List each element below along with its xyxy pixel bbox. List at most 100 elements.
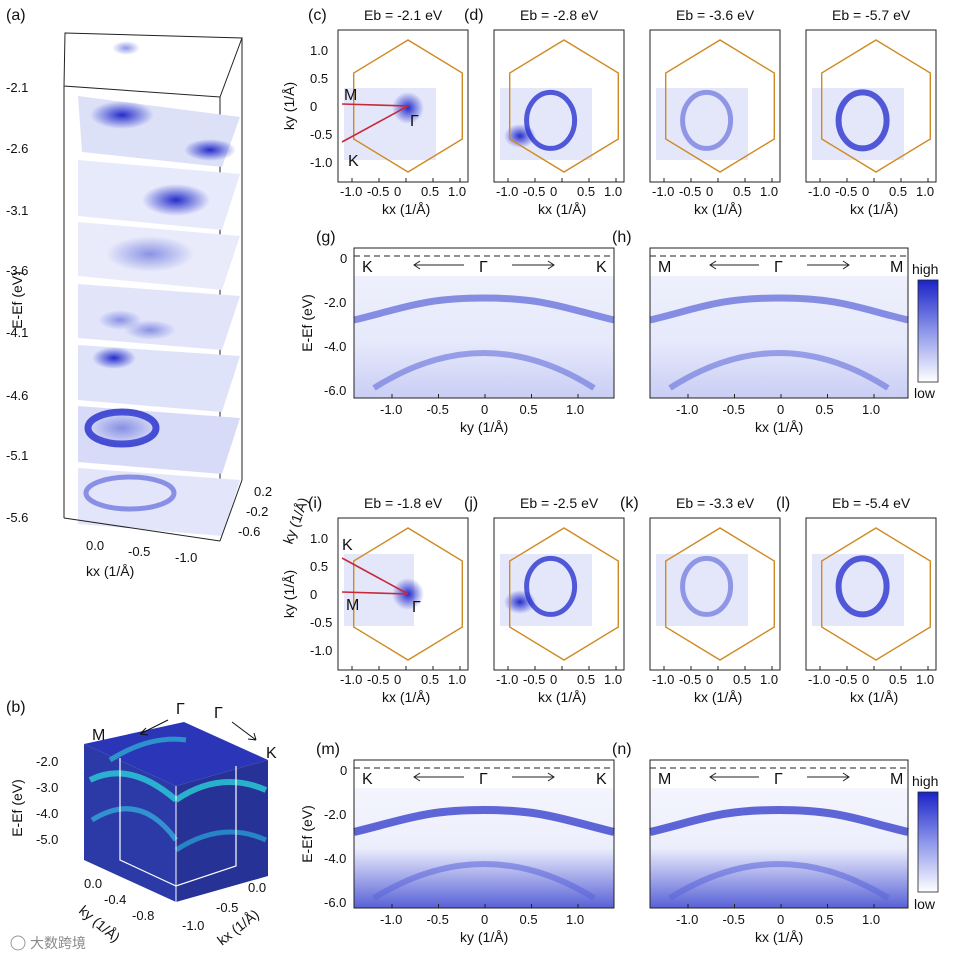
arrow-left-icon xyxy=(709,260,759,270)
text-label: ky (1/Å) xyxy=(460,929,508,945)
text-label: M xyxy=(658,259,671,276)
fermi-ring xyxy=(680,89,734,151)
box-bottom-front xyxy=(63,517,221,542)
slice-3.1 xyxy=(78,160,240,230)
panel-frame xyxy=(649,759,909,909)
text-label: -0.5 xyxy=(310,127,332,142)
text-label: ky (1/Å) xyxy=(281,82,297,130)
ky-tick: -0.2 xyxy=(246,504,268,519)
colorbar-high: high xyxy=(912,261,938,277)
colorbar-bottom: high low xyxy=(912,773,938,912)
constant-energy-map: Eb = -5.4 eV (l) -1.0 -0.5 0 0.5 1.0 kx (1/Å) xyxy=(776,495,937,705)
text-label: 1.0 xyxy=(448,184,466,199)
brillouin-zone-hexagon xyxy=(353,39,463,173)
text-label: 0.5 xyxy=(816,912,834,927)
brillouin-zone-hexagon xyxy=(821,39,931,173)
energy-tick: -2.1 xyxy=(6,80,28,95)
text-label: kx (1/Å) xyxy=(382,689,430,705)
text-label: 1.0 xyxy=(862,402,880,417)
text-label: kx (1/Å) xyxy=(382,201,430,217)
text-label: 0.5 xyxy=(889,184,907,199)
energy-tick: -5.0 xyxy=(36,832,58,847)
colorbar-gradient xyxy=(917,279,939,383)
text-label: 1.0 xyxy=(566,912,584,927)
text-label: -0.5 xyxy=(427,402,449,417)
text-label: -1.0 xyxy=(310,643,332,658)
text-label: kx (1/Å) xyxy=(694,201,742,217)
constant-energy-map: K M Γ Eb = -1.8 eV (i) -1.0 -0.5 0 0.5 1.0 kx (1/Å… xyxy=(281,495,469,705)
cube-top xyxy=(84,722,268,786)
arrow-left-icon xyxy=(709,772,759,782)
text-label: E-Ef (eV) xyxy=(299,805,315,863)
brillouin-zone-hexagon xyxy=(353,527,463,661)
text-label: 1.0 xyxy=(862,912,880,927)
text-label: -1.0 xyxy=(496,672,518,687)
arrow-left-icon xyxy=(413,772,464,782)
energy-tick: -4.1 xyxy=(6,325,28,340)
text-label: 0 xyxy=(310,99,317,114)
colorbar-gradient xyxy=(917,791,939,893)
slice-5.1 xyxy=(78,406,240,474)
colorbar-top: high low xyxy=(912,261,938,401)
ky-tick: -0.4 xyxy=(104,892,126,907)
text-label: 0 xyxy=(706,184,713,199)
arrow-right-icon xyxy=(807,260,850,270)
text-label: K xyxy=(362,771,373,788)
gamma-spot xyxy=(392,92,424,124)
energy-tick: -2.6 xyxy=(6,141,28,156)
text-label: M xyxy=(346,597,359,614)
text-label: -0.5 xyxy=(310,615,332,630)
text-label: 1.0 xyxy=(760,184,778,199)
text-label: (l) xyxy=(776,495,790,512)
text-label: 1.0 xyxy=(310,531,328,546)
text-label: -1.0 xyxy=(380,402,402,417)
watermark-logo-icon xyxy=(10,935,26,951)
dispersion-panel-m: K Γ K -1.0 -0.5 0 0.5 1.0 ky (1/Å) 0 -2.0 -4.0 -6.0 E… xyxy=(299,741,615,945)
text-label: Γ xyxy=(410,113,419,130)
text-label: M xyxy=(344,87,357,104)
lower-band xyxy=(372,350,596,391)
fermi-ring xyxy=(680,555,734,617)
dispersion-panel-n: M Γ M -1.0 -0.5 0 0.5 1.0 kx (1/Å) (n) xyxy=(612,741,909,945)
kx-tick: -1.0 xyxy=(175,550,197,565)
text-label: 0.5 xyxy=(520,402,538,417)
text-label: 0 xyxy=(481,402,488,417)
point-label: K xyxy=(266,745,277,762)
text-label: (j) xyxy=(464,495,478,512)
text-label: E-Ef (eV) xyxy=(299,294,315,352)
lower-band xyxy=(668,350,890,391)
text-label: Γ xyxy=(479,771,488,788)
label-b: (b) xyxy=(6,699,26,716)
text-label: Γ xyxy=(412,599,421,616)
text-label: M xyxy=(890,771,903,788)
text-label: 0.5 xyxy=(816,402,834,417)
brillouin-zone-hexagon xyxy=(665,39,775,173)
text-label: -2.0 xyxy=(324,807,346,822)
text-label: (c) xyxy=(308,7,327,24)
energy-tick: -5.6 xyxy=(6,510,28,525)
text-label: K xyxy=(362,259,373,276)
text-label: -1.0 xyxy=(676,912,698,927)
map-intensity xyxy=(656,88,748,160)
text-label: -0.5 xyxy=(523,672,545,687)
text-label: (d) xyxy=(464,7,484,24)
text-label: (n) xyxy=(612,741,632,758)
arrow-right-icon xyxy=(512,772,555,782)
text-label: -0.5 xyxy=(367,672,389,687)
text-label: 0.5 xyxy=(421,672,439,687)
panel-a-ylabel: E-Ef (eV) xyxy=(9,271,25,329)
brillouin-zone-hexagon xyxy=(509,39,619,173)
text-label: ky (1/Å) xyxy=(281,570,297,618)
panel-a-ky-label: ky (1/Å) xyxy=(280,495,312,546)
text-label: -0.5 xyxy=(835,184,857,199)
text-label: Eb = -2.5 eV xyxy=(520,495,599,511)
intensity-spot xyxy=(504,590,536,614)
text-label: kx (1/Å) xyxy=(538,201,586,217)
constant-energy-maps: M Γ K Eb = -2.1 eV (c) -1.0 -0.5 0 0.5 1.0 kx (1/Å… xyxy=(281,7,937,705)
panel-b: (b) M Γ Γ K -2.0 -3.0 -4.0 -5.0 E-Ef (eV… xyxy=(6,699,277,948)
ky-tick: -0.8 xyxy=(132,908,154,923)
text-label: -0.5 xyxy=(427,912,449,927)
band-line xyxy=(174,829,268,853)
text-label: (m) xyxy=(316,741,340,758)
point-label: Γ xyxy=(176,701,185,718)
